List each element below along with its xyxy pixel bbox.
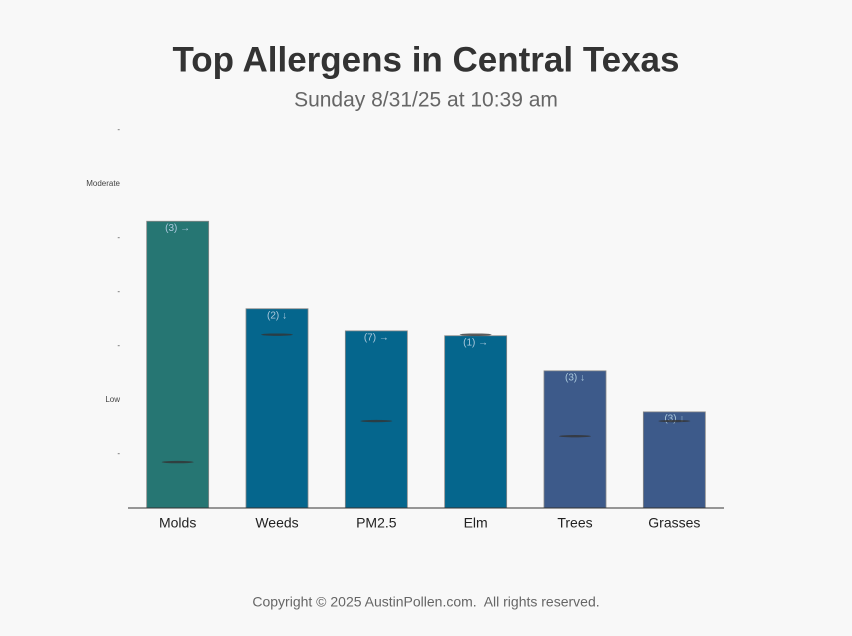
bar-label: (2) ↓ bbox=[267, 310, 287, 321]
bar-label: (3) ↓ bbox=[664, 414, 684, 425]
chart-title: Top Allergens in Central Texas bbox=[173, 40, 680, 79]
y-tick-label: Low bbox=[105, 395, 120, 404]
bar bbox=[146, 220, 210, 509]
x-tick-label: Trees bbox=[557, 515, 592, 531]
previous-marker bbox=[559, 434, 591, 438]
bar-label: (3) → bbox=[165, 223, 190, 234]
y-tick-label: - bbox=[117, 233, 120, 242]
x-tick-label: Molds bbox=[159, 515, 196, 531]
bar-label: (7) → bbox=[364, 333, 389, 344]
bar-label: (3) ↓ bbox=[565, 372, 585, 383]
footer: Copyright © 2025 AustinPollen.com. All r… bbox=[252, 594, 599, 610]
previous-marker bbox=[459, 333, 492, 336]
y-tick-label: - bbox=[117, 449, 120, 458]
bar bbox=[344, 330, 408, 509]
bar bbox=[444, 335, 508, 509]
previous-marker bbox=[261, 333, 293, 336]
x-tick-label: Weeds bbox=[255, 515, 298, 531]
bar bbox=[245, 308, 309, 509]
bar bbox=[543, 370, 607, 509]
y-tick-label: - bbox=[117, 125, 120, 134]
x-tick-label: Grasses bbox=[648, 515, 700, 531]
x-tick-label: PM2.5 bbox=[356, 515, 397, 531]
x-tick-label: Elm bbox=[464, 515, 488, 531]
previous-marker bbox=[658, 419, 691, 423]
bar-label: (1) → bbox=[463, 337, 488, 348]
previous-marker bbox=[161, 460, 194, 464]
y-tick-label: - bbox=[117, 341, 120, 350]
previous-marker bbox=[360, 419, 393, 423]
y-tick-label: - bbox=[117, 287, 120, 296]
bar bbox=[642, 411, 706, 509]
chart-subtitle: Sunday 8/31/25 at 10:39 am bbox=[294, 89, 558, 112]
y-tick-label: Moderate bbox=[86, 179, 120, 188]
